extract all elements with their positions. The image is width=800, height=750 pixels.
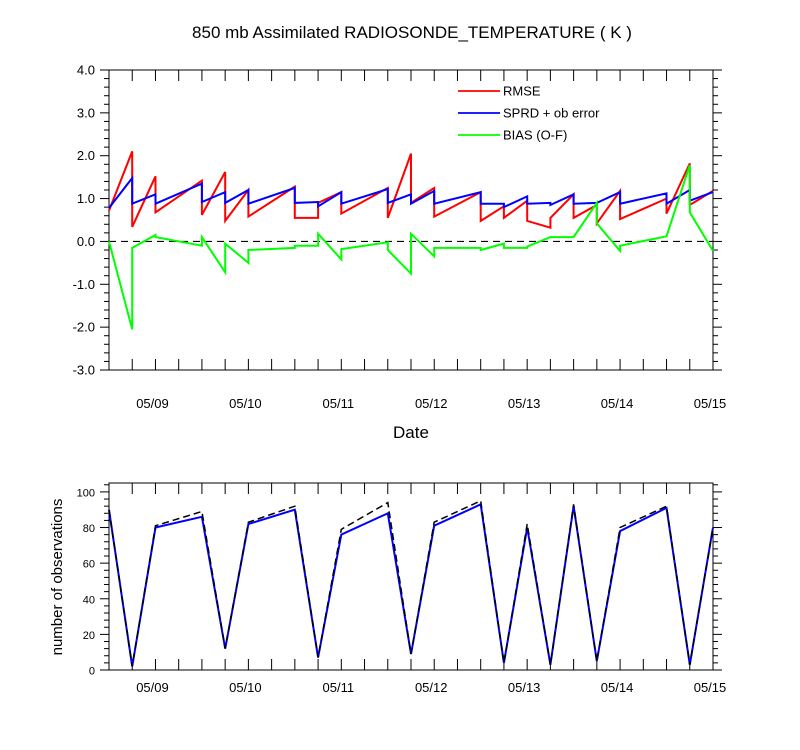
x-tick-label: 05/13: [508, 680, 541, 695]
x-tick-label: 05/14: [601, 680, 634, 695]
top-series-group: [108, 151, 714, 330]
series-sprd-ob-error: [108, 175, 714, 209]
y-tick-label: -3.0: [73, 363, 95, 378]
x-tick-label: 05/11: [323, 396, 355, 411]
y-tick-label: 40: [83, 594, 95, 606]
series-bias-o-f: [108, 164, 714, 330]
bottom-y-axis: 0 20 40 60 80 100: [77, 484, 722, 678]
y-tick-label: -1.0: [73, 277, 95, 292]
x-tick-label: 05/12: [415, 396, 448, 411]
x-tick-label: 05/15: [694, 396, 727, 411]
y-tick-label: 1.0: [77, 191, 95, 206]
y-tick-label: 20: [83, 630, 95, 642]
x-tick-label: 05/13: [508, 396, 541, 411]
y-tick-label: 60: [83, 559, 95, 571]
series-assimilated: [108, 502, 714, 667]
x-tick-label: 05/09: [136, 680, 169, 695]
y-tick-label: 100: [77, 487, 95, 499]
legend-label: RMSE: [503, 84, 541, 99]
top-y-axis: -3.0 -2.0 -1.0 0.0 1.0 2.0 3.0 4.0: [73, 63, 722, 378]
top-plot-frame: [108, 69, 714, 371]
bottom-series-group: [108, 499, 714, 667]
x-tick-label: 05/10: [229, 396, 262, 411]
y-tick-label: 0.0: [77, 234, 95, 249]
y-tick-label: -2.0: [73, 320, 95, 335]
legend-label: BIAS (O-F): [503, 128, 567, 143]
x-tick-label: 05/10: [229, 680, 262, 695]
y-tick-label: 3.0: [77, 105, 95, 120]
bottom-plot-frame: [108, 482, 714, 671]
top-x-axis: 05/09 05/10 05/11 05/12 05/13 05/14 05/15: [108, 70, 727, 411]
x-tick-label: 05/09: [136, 396, 169, 411]
x-tick-label: 05/15: [694, 680, 727, 695]
series-rmse: [108, 151, 714, 230]
legend-label: SPRD + ob error: [503, 106, 600, 121]
legend: RMSE SPRD + ob error BIAS (O-F): [458, 84, 600, 143]
series-available: [108, 499, 714, 667]
chart-title: 850 mb Assimilated RADIOSONDE_TEMPERATUR…: [192, 23, 632, 42]
y-axis-label-observations: number of observations: [49, 499, 66, 656]
y-tick-label: 0: [89, 666, 95, 678]
y-tick-label: 80: [83, 523, 95, 535]
x-axis-label: Date: [393, 423, 429, 442]
y-tick-label: 4.0: [77, 63, 95, 78]
x-tick-label: 05/11: [323, 680, 355, 695]
y-tick-label: 2.0: [77, 148, 95, 163]
x-tick-label: 05/14: [601, 396, 634, 411]
top-panel: 850 mb Assimilated RADIOSONDE_TEMPERATUR…: [73, 23, 727, 442]
x-tick-label: 05/12: [415, 680, 448, 695]
bottom-x-axis: 05/09 05/10 05/11 05/12 05/13 05/14 05/15: [108, 483, 727, 695]
